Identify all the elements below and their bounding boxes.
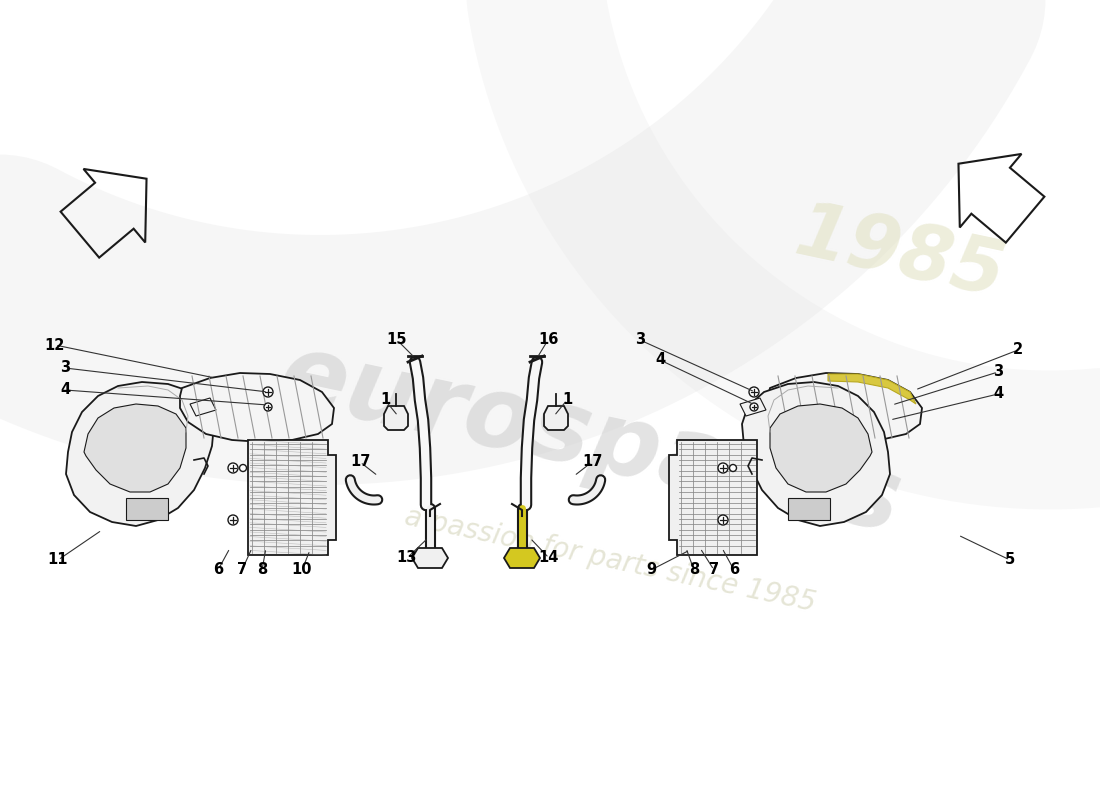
Text: 1985: 1985	[789, 197, 1012, 314]
Polygon shape	[190, 398, 216, 416]
Text: 4: 4	[993, 386, 1003, 402]
Circle shape	[718, 463, 728, 473]
Circle shape	[240, 465, 246, 471]
Polygon shape	[248, 440, 336, 555]
Bar	[126, 498, 168, 520]
Text: 1: 1	[562, 393, 572, 407]
Polygon shape	[84, 404, 186, 492]
Text: 14: 14	[539, 550, 559, 566]
Text: 15: 15	[387, 333, 407, 347]
Text: 11: 11	[47, 553, 68, 567]
Text: 3: 3	[59, 361, 70, 375]
Circle shape	[228, 463, 238, 473]
Circle shape	[729, 465, 737, 471]
Text: 8: 8	[257, 562, 267, 578]
Circle shape	[749, 387, 759, 397]
Polygon shape	[828, 374, 916, 404]
Text: 13: 13	[397, 550, 417, 566]
Polygon shape	[180, 373, 334, 442]
Polygon shape	[504, 548, 540, 568]
Polygon shape	[742, 382, 890, 526]
Text: 9: 9	[646, 562, 656, 578]
Polygon shape	[669, 440, 757, 555]
Text: 2: 2	[1013, 342, 1023, 358]
Text: eurospares: eurospares	[271, 326, 910, 554]
Polygon shape	[66, 382, 214, 526]
Circle shape	[263, 387, 273, 397]
Text: 7: 7	[236, 562, 248, 578]
Text: 10: 10	[292, 562, 312, 578]
Text: 4: 4	[654, 353, 666, 367]
Polygon shape	[412, 548, 448, 568]
Text: 3: 3	[635, 333, 645, 347]
Text: 6: 6	[213, 562, 223, 578]
Circle shape	[718, 515, 728, 525]
Text: 4: 4	[59, 382, 70, 398]
Polygon shape	[770, 404, 872, 492]
Polygon shape	[544, 406, 568, 430]
Text: 16: 16	[538, 333, 558, 347]
Polygon shape	[768, 373, 922, 442]
Circle shape	[264, 403, 272, 411]
Circle shape	[750, 403, 758, 411]
Text: 3: 3	[993, 365, 1003, 379]
Circle shape	[228, 515, 238, 525]
Text: 6: 6	[729, 562, 739, 578]
Polygon shape	[384, 406, 408, 430]
Text: 12: 12	[45, 338, 65, 353]
Polygon shape	[740, 398, 766, 416]
Text: 17: 17	[350, 454, 371, 470]
Text: 1: 1	[379, 393, 390, 407]
Text: 5: 5	[1005, 553, 1015, 567]
Bar	[788, 498, 831, 520]
Text: 8: 8	[689, 562, 700, 578]
Text: a passion for parts since 1985: a passion for parts since 1985	[402, 502, 818, 618]
Text: 17: 17	[582, 454, 602, 470]
Text: 7: 7	[708, 562, 719, 578]
